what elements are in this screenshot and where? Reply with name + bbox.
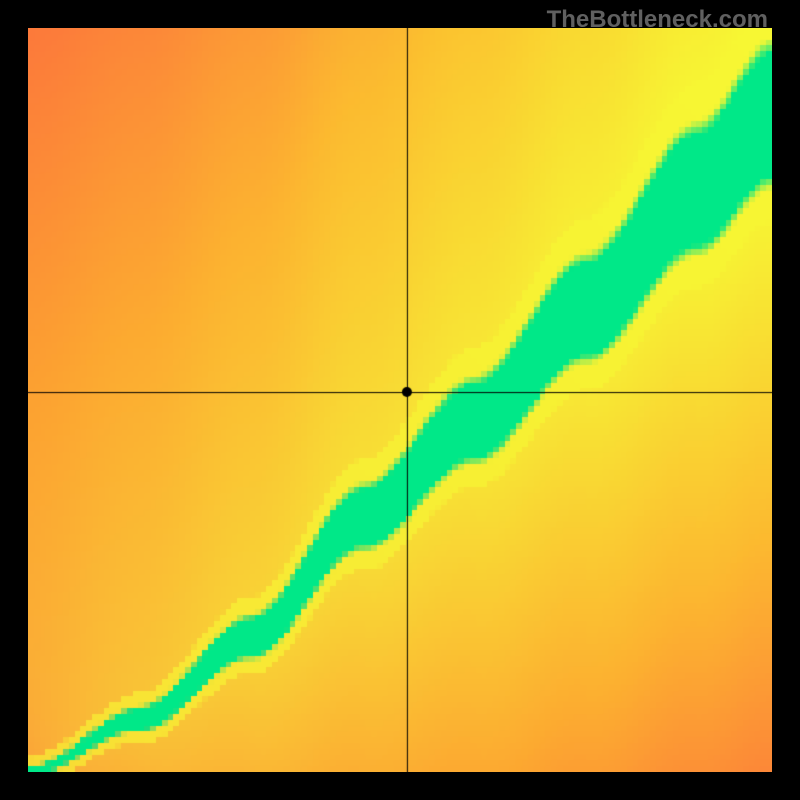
bottleneck-heatmap (28, 28, 772, 772)
watermark-text: TheBottleneck.com (547, 6, 768, 34)
